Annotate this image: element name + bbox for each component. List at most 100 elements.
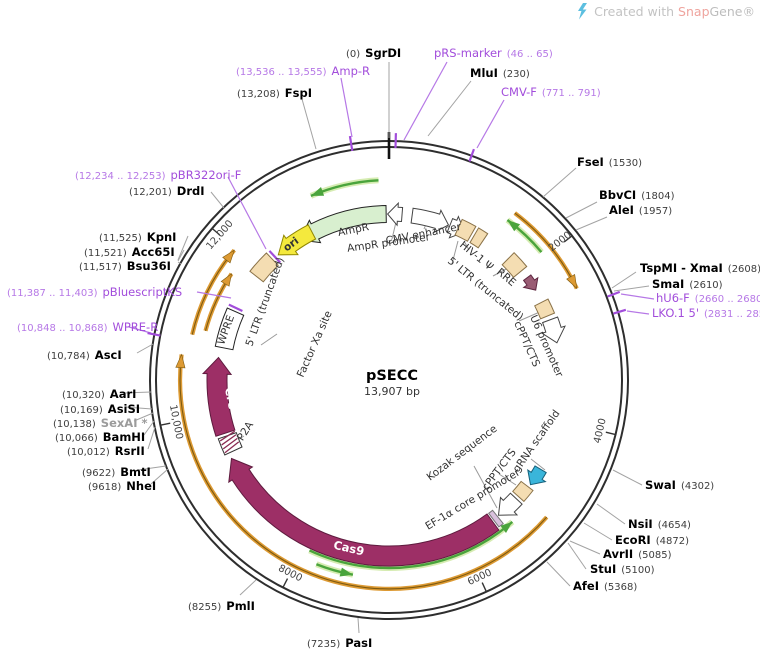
site-label-drdi[interactable]: (12,201) DrdI: [129, 184, 205, 198]
feature-leader-line: [498, 473, 517, 486]
site-label-pbr322ori-f[interactable]: (12,234 .. 12,253) pBR322ori-F: [75, 168, 241, 182]
feature-u6-promoter-arrow[interactable]: [540, 316, 566, 344]
watermark-created-with: Created with: [594, 4, 675, 19]
site-label-acc65i[interactable]: (11,521) Acc65I: [84, 245, 175, 259]
site-leader-line: [542, 167, 577, 198]
site-label-wpre-r[interactable]: (10,848 .. 10,868) WPRE-R: [17, 320, 158, 334]
site-leader-line: [403, 61, 448, 141]
site-leader-line: [177, 235, 189, 261]
site-leader-line: [210, 191, 225, 209]
site-label-sgrdi[interactable]: (0) SgrDI: [346, 46, 401, 60]
site-leader-line: [123, 391, 152, 394]
site-leader-line: [227, 176, 267, 250]
feature-cppt-cts-bottom-box[interactable]: [511, 480, 534, 503]
site-label-lko-1-5[interactable]: LKO.1 5'(2831 .. 2850): [652, 306, 760, 320]
site-label-afei[interactable]: AfeI (5368): [573, 579, 637, 593]
site-label-pmli[interactable]: (8255) PmlI: [188, 599, 255, 613]
site-label-kpni[interactable]: (11,525) KpnI: [99, 230, 176, 244]
site-leader-line: [150, 468, 169, 485]
site-label-prs-marker[interactable]: pRS-marker (46 .. 65): [434, 46, 553, 60]
site-label-cmv-f[interactable]: CMV-F (771 .. 791): [501, 85, 601, 99]
feature-ef1a-core-promoter-arrow[interactable]: [497, 492, 523, 516]
feature-label: AmpR: [337, 221, 370, 239]
site-label-nhei[interactable]: (9618) NheI: [88, 479, 156, 493]
site-leader-line: [613, 285, 650, 292]
site-leader-line: [177, 249, 185, 262]
feature-cppt-cts-right-box[interactable]: [534, 298, 556, 320]
site-label-amp-r[interactable]: (13,536 .. 13,555) Amp-R: [236, 64, 370, 78]
site-label-hu6-f[interactable]: hU6-F (2660 .. 2680): [656, 291, 760, 305]
feature-ampr-promoter-arrow[interactable]: [386, 201, 404, 227]
site-label-aari[interactable]: (10,320) AarI: [62, 387, 136, 401]
plasmid-name: pSECC: [366, 368, 418, 384]
position-tick: [211, 227, 221, 236]
site-label-fsei[interactable]: FseI (1530): [577, 155, 642, 169]
site-leader-line: [427, 80, 472, 137]
site-label-avrii[interactable]: AvrII (5085): [603, 547, 672, 561]
site-label-asisi[interactable]: (10,169) AsiSI: [60, 402, 140, 416]
feature-ori-arrow[interactable]: [277, 224, 317, 256]
site-label-tspmi-xmai[interactable]: TspMI - XmaI (2608): [640, 261, 760, 275]
feature-ltr-truncated-right-box[interactable]: [454, 218, 477, 242]
site-leader-line: [546, 561, 571, 587]
site-leader-line: [133, 412, 154, 422]
site-label-bbvci[interactable]: BbvCI (1804): [599, 188, 675, 202]
feature-leader-line: [451, 240, 459, 265]
feature-ltr-truncated-left-box[interactable]: [249, 252, 279, 283]
site-leader-line: [128, 326, 152, 334]
primer-annealing-mark: [228, 303, 243, 313]
feature-rre-box[interactable]: [501, 251, 528, 279]
site-label-bamhi[interactable]: (10,066) BamHI: [55, 430, 145, 444]
p2a-hatch-line: [221, 434, 237, 446]
site-leader-line: [196, 291, 232, 299]
watermark-brand-snap: Snap: [678, 4, 710, 19]
site-label-alei[interactable]: AleI (1957): [609, 203, 672, 217]
site-label-smai[interactable]: SmaI (2610): [652, 277, 723, 291]
site-leader-line: [567, 542, 587, 570]
site-label-mlui[interactable]: MluI (230): [470, 66, 530, 80]
p2a-hatch-line: [219, 430, 236, 442]
feature-cre-arrow[interactable]: [201, 356, 236, 437]
site-label-pasi[interactable]: (7235) PasI: [307, 636, 372, 650]
watermark-brand-gene: Gene®: [709, 4, 756, 19]
site-label-pbluescriptks[interactable]: (11,387 .. 11,403) pBluescriptKS: [7, 285, 182, 299]
site-leader-line: [476, 99, 505, 149]
primer-annealing-mark: [468, 148, 475, 162]
feature-wpre-box[interactable]: [214, 307, 245, 351]
site-leader-line: [565, 201, 598, 219]
site-label-swai[interactable]: SwaI (4302): [645, 478, 714, 492]
site-label-rsrii[interactable]: (10,012) RsrII: [67, 444, 145, 458]
snapgene-logo-icon: [578, 3, 588, 20]
feature-label: gRNA scaffold: [511, 408, 563, 475]
site-label-stui[interactable]: StuI (5100): [590, 562, 655, 576]
site-leader-line: [137, 465, 167, 471]
plasmid-size: 13,907 bp: [364, 385, 420, 398]
site-leader-line: [239, 579, 257, 596]
orf-arrowhead: [222, 249, 235, 264]
feature-ampr-arrow[interactable]: [299, 204, 387, 244]
position-tick: [605, 431, 616, 436]
site-leader-line: [301, 98, 317, 150]
feature-grna-scaffold-arrow[interactable]: [527, 465, 547, 486]
site-label-ecori[interactable]: EcoRI (4872): [615, 533, 689, 547]
site-label-bsu36i[interactable]: (11,517) Bsu36I: [79, 259, 171, 273]
feature-kozak-sliver[interactable]: [487, 509, 504, 528]
feature-label: Cas9: [332, 538, 365, 559]
site-label-bmti[interactable]: (9622) BmtI: [82, 465, 151, 479]
orf-arc-green: [308, 520, 514, 570]
feature-cas9-arrow[interactable]: [228, 457, 500, 567]
site-leader-line: [575, 216, 608, 231]
feature-cmv-enhancer-arrow[interactable]: [410, 207, 450, 234]
primer-annealing-mark: [147, 331, 161, 337]
site-leader-line: [143, 420, 155, 436]
primer-annealing-mark: [348, 135, 354, 152]
feature-hiv-psi-box[interactable]: [469, 227, 489, 249]
site-label-sexai[interactable]: (10,138) SexAI *: [53, 416, 148, 430]
feature-leader-line: [530, 458, 546, 471]
orf-arrowhead: [175, 353, 186, 369]
site-label-nsii[interactable]: NsiI (4654): [628, 517, 691, 531]
feature-misc-feature-arrow[interactable]: [522, 274, 539, 291]
site-label-fspi[interactable]: (13,208) FspI: [237, 86, 312, 100]
site-label-asci[interactable]: (10,784) AscI: [47, 348, 122, 362]
